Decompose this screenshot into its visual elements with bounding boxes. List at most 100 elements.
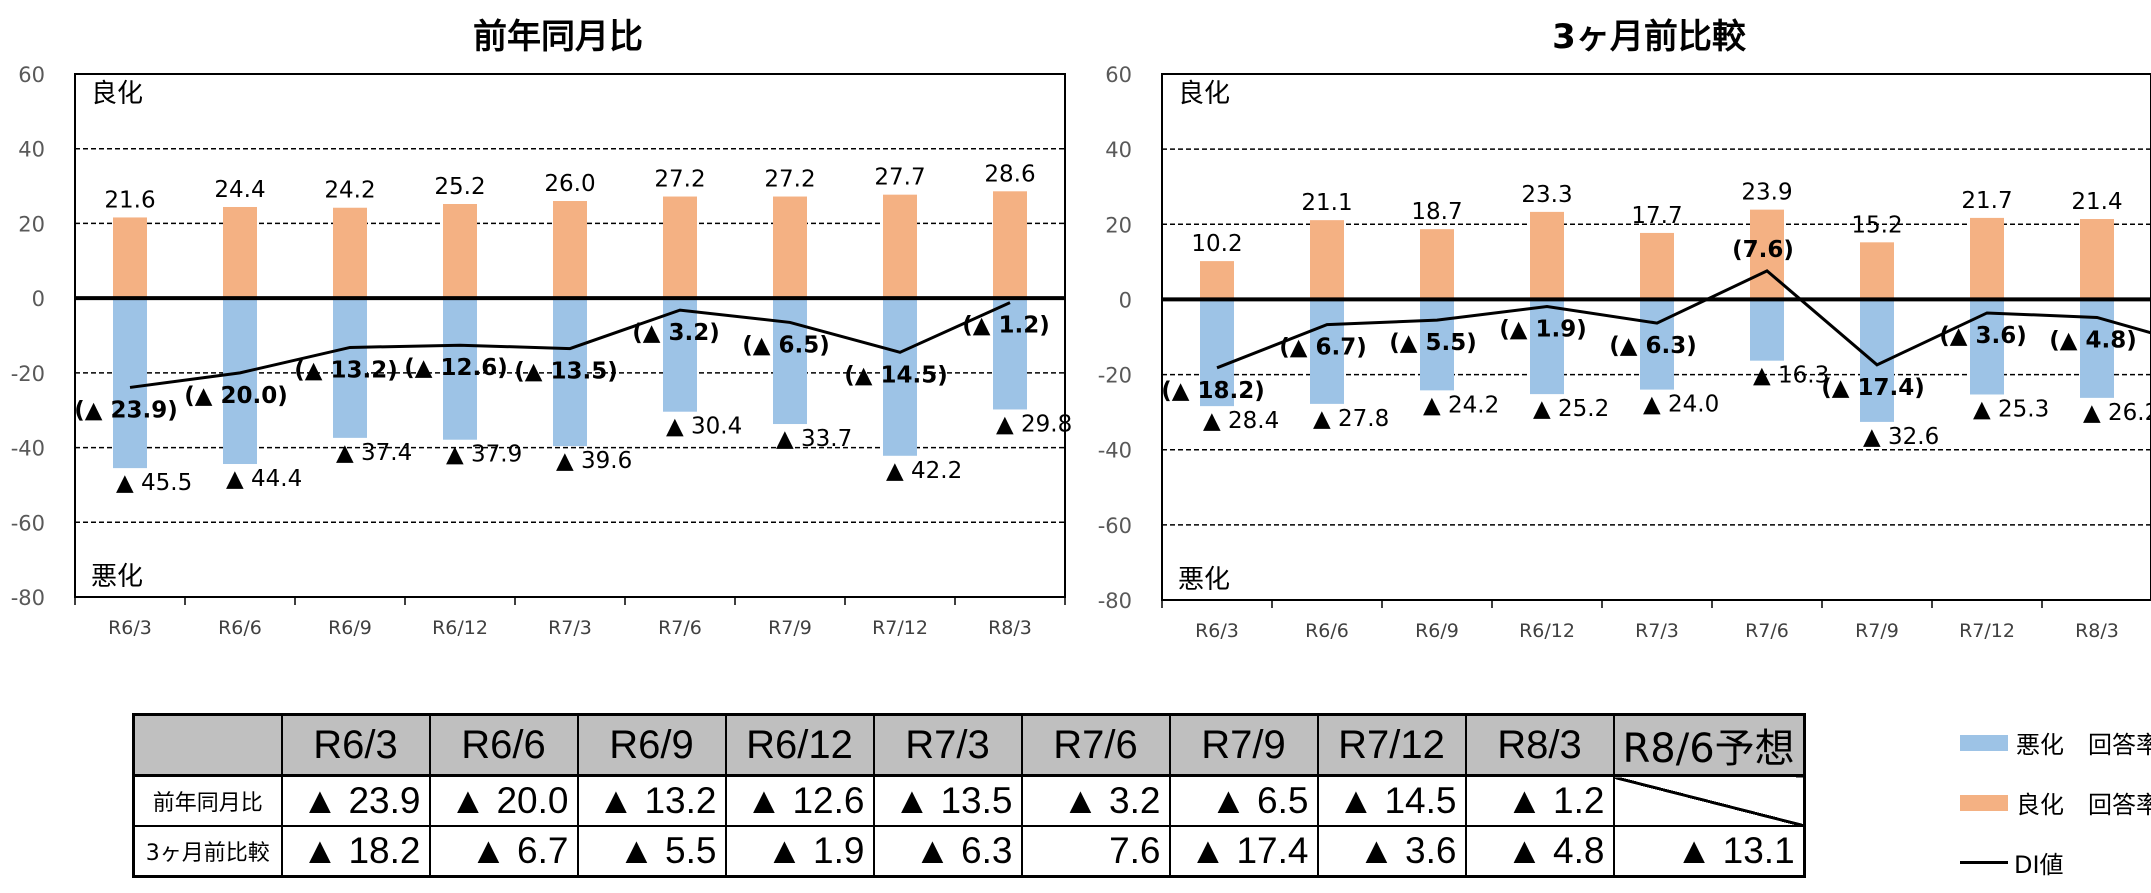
- data-label-di: (7.6): [1732, 237, 1794, 263]
- data-label-di: (▲ 6.7): [1279, 335, 1366, 361]
- table-row-label: 前年同月比: [132, 774, 283, 827]
- data-label-worse: ▲ 32.6: [1863, 424, 1939, 450]
- table-cell: ▲ 23.9: [280, 774, 431, 827]
- bar-worse: [663, 298, 697, 412]
- data-label-better: 23.9: [1741, 180, 1792, 206]
- bar-worse: [223, 298, 257, 465]
- table-cell: ▲ 6.7: [428, 825, 579, 878]
- di-summary-table: R6/3 R6/6 R6/9 R6/12 R7/3 R7/6 R7/9 R7/1…: [132, 713, 1806, 878]
- plot-frame: [1161, 73, 2151, 601]
- table-cell: ▲ 20.0: [428, 774, 579, 827]
- table-header-cell: R7/9: [1168, 713, 1319, 777]
- data-label-worse: ▲ 44.4: [226, 466, 302, 492]
- table-header-cell: R6/6: [428, 713, 579, 777]
- y-tick-label: -20: [11, 362, 45, 386]
- table-header-cell: R7/3: [872, 713, 1023, 777]
- y-tick-label: -80: [1098, 589, 1132, 613]
- bar-worse: [553, 298, 587, 447]
- plot-frame: [74, 73, 1066, 598]
- data-label-better: 21.1: [1301, 190, 1352, 216]
- data-label-better: 21.7: [1961, 188, 2012, 214]
- bar-better: [1970, 217, 2004, 300]
- chart-title: 3ヶ月前比較: [1552, 17, 1747, 57]
- y-tick-label: 60: [1105, 63, 1132, 87]
- x-tick-label: R6/12: [1519, 620, 1575, 642]
- bar-better: [1860, 242, 1894, 300]
- table-cell: ▲ 6.3: [872, 825, 1023, 878]
- x-tick-label: R7/3: [548, 617, 592, 639]
- data-label-worse: ▲ 27.8: [1313, 406, 1389, 432]
- y-tick-label: -60: [1098, 514, 1132, 538]
- y-tick-label: 40: [1105, 138, 1132, 162]
- better-note: 良化: [91, 79, 143, 109]
- bar-better: [333, 207, 367, 299]
- table-cell: ▲ 1.2: [1464, 774, 1615, 827]
- data-label-di: (▲ 4.8): [2049, 327, 2136, 353]
- legend-swatch-worse: [1960, 734, 2008, 751]
- data-label-better: 21.6: [104, 187, 155, 213]
- data-label-di: (▲ 23.9): [74, 397, 177, 423]
- data-label-worse: ▲ 37.9: [446, 442, 522, 468]
- bar-better: [223, 206, 257, 299]
- data-label-di: (▲ 13.5): [514, 359, 617, 385]
- y-tick-label: -40: [11, 437, 45, 461]
- x-tick-label: R7/12: [872, 617, 928, 639]
- charts-canvas: 前年同月比 60 40 20 0 -20 -40 -60 -80 R6/3 R6/6 R6/9 R6/1…: [11, 17, 2151, 642]
- bar-better: [2080, 219, 2114, 300]
- data-label-better: 27.7: [874, 165, 925, 191]
- x-tick-label: R6/9: [328, 617, 372, 639]
- data-label-di: (▲ 6.5): [742, 332, 829, 358]
- data-label-di: (▲ 18.2): [1161, 378, 1264, 404]
- data-label-better: 27.2: [764, 167, 815, 193]
- bar-better: [993, 191, 1027, 299]
- legend-label: 良化 回答率: [2016, 791, 2151, 819]
- worse-note: 悪化: [1178, 565, 1230, 595]
- table-header-cell: R6/3: [280, 713, 431, 777]
- data-label-worse: ▲ 42.2: [886, 458, 962, 484]
- bar-worse: [883, 298, 917, 456]
- bar-better: [443, 204, 477, 299]
- y-tick-label: -80: [11, 586, 45, 610]
- table-cell: ▲ 4.8: [1464, 825, 1615, 878]
- x-tick-label: R6/3: [1195, 620, 1239, 642]
- bar-worse: [1310, 299, 1344, 404]
- data-label-di: (▲ 14.5): [844, 362, 947, 388]
- data-label-worse: ▲ 25.3: [1973, 396, 2049, 422]
- data-label-worse: ▲ 39.6: [556, 448, 632, 474]
- bar-worse: [1970, 299, 2004, 395]
- data-label-di: (▲ 3.6): [1939, 323, 2026, 349]
- table-cell: ▲ 12.6: [724, 774, 875, 827]
- data-label-di: (▲ 1.9): [1499, 317, 1586, 343]
- bar-worse: [1420, 299, 1454, 391]
- table-cell: ▲ 17.4: [1168, 825, 1319, 878]
- bar-better: [773, 196, 807, 299]
- data-label-better: 21.4: [2071, 189, 2122, 215]
- data-label-di: (▲ 1.2): [962, 313, 1049, 339]
- di-line: [129, 301, 1011, 389]
- x-tick-label: R7/6: [658, 617, 702, 639]
- table-cell: ▲ 13.2: [576, 774, 727, 827]
- legend-swatch-better: [1960, 794, 2008, 811]
- table-row: 前年同月比 ▲ 23.9 ▲ 20.0 ▲ 13.2 ▲ 12.6 ▲ 13.5…: [132, 774, 1806, 827]
- table-cell: ▲ 6.5: [1168, 774, 1319, 827]
- data-label-better: 15.2: [1851, 212, 1902, 238]
- bar-better: [113, 217, 147, 299]
- table-header-cell: R6/9: [576, 713, 727, 777]
- bar-worse: [113, 298, 147, 469]
- data-label-better: 18.7: [1411, 199, 1462, 225]
- table-cell: ▲ 3.2: [1020, 774, 1171, 827]
- table-cell: ▲ 3.6: [1316, 825, 1467, 878]
- bar-worse: [1530, 299, 1564, 395]
- legend-label: DI値: [2014, 851, 2064, 879]
- data-label-worse: ▲ 24.0: [1643, 392, 1719, 418]
- x-tick-label: R7/6: [1745, 620, 1789, 642]
- data-label-worse: ▲ 25.2: [1533, 396, 1609, 422]
- x-tick-label: R7/9: [1855, 620, 1899, 642]
- table-row: 3ヶ月前比較 ▲ 18.2 ▲ 6.7 ▲ 5.5 ▲ 1.9 ▲ 6.3 7.…: [132, 825, 1806, 878]
- bar-better: [1640, 232, 1674, 300]
- table-cell: ▲ 13.1: [1612, 825, 1806, 878]
- x-tick-label: R7/12: [1959, 620, 2015, 642]
- data-label-better: 23.3: [1521, 182, 1572, 208]
- data-label-worse: ▲ 37.4: [336, 440, 412, 466]
- y-tick-label: 20: [18, 212, 45, 236]
